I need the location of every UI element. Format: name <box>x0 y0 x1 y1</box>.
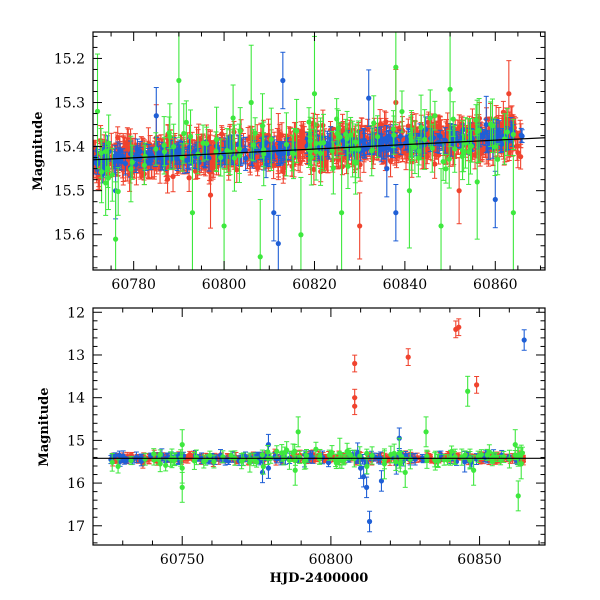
data-point <box>270 145 276 151</box>
data-point <box>423 126 429 133</box>
data-point <box>492 144 498 150</box>
data-point <box>418 124 424 131</box>
data-point <box>365 126 371 133</box>
data-point <box>393 210 399 216</box>
data-point <box>366 95 372 101</box>
data-point <box>504 129 510 135</box>
data-point <box>265 132 272 138</box>
data-point <box>186 175 192 181</box>
data-point <box>432 161 438 167</box>
data-point <box>207 192 214 198</box>
data-point <box>213 136 220 142</box>
data-point <box>398 143 404 149</box>
data-point <box>456 188 462 194</box>
data-point <box>329 148 335 154</box>
data-point <box>424 153 430 160</box>
data-point <box>518 154 524 160</box>
data-point <box>328 136 334 143</box>
data-point <box>361 146 368 152</box>
data-point <box>93 159 96 166</box>
data-point <box>450 116 456 122</box>
data-point <box>170 173 176 180</box>
data-point <box>357 223 363 229</box>
plot-area <box>93 32 545 270</box>
data-point <box>510 131 516 138</box>
data-point <box>115 188 121 195</box>
data-point <box>472 152 478 158</box>
data-point <box>367 141 373 147</box>
data-point <box>275 240 281 247</box>
data-point <box>397 133 403 139</box>
data-point <box>384 166 390 172</box>
data-point <box>360 139 366 145</box>
data-point <box>294 128 300 134</box>
data-point <box>100 164 107 171</box>
data-point <box>175 147 182 153</box>
data-point <box>112 153 118 159</box>
data-point <box>271 210 277 216</box>
data-point <box>115 134 121 141</box>
data-point <box>266 151 272 157</box>
data-point <box>399 108 405 115</box>
data-point <box>473 117 479 123</box>
data-point <box>405 123 411 129</box>
data-point <box>166 130 172 136</box>
data-point <box>400 147 406 153</box>
data-point <box>492 196 498 203</box>
data-point <box>355 146 361 152</box>
data-point <box>499 141 505 147</box>
data-point <box>122 160 128 167</box>
data-point <box>477 134 483 140</box>
data-point <box>518 132 524 138</box>
data-point <box>227 149 233 155</box>
data-point <box>254 165 261 171</box>
data-point <box>153 113 159 119</box>
data-point <box>231 155 238 161</box>
data-point <box>268 136 274 142</box>
data-point <box>120 145 127 151</box>
data-point <box>280 77 286 84</box>
data-point <box>320 140 327 146</box>
data-point <box>483 121 489 128</box>
top-y-axis-label: Magnitude <box>31 111 46 190</box>
data-point <box>383 119 389 125</box>
data-point <box>218 154 224 161</box>
data-point <box>263 162 269 168</box>
data-point <box>377 142 383 148</box>
data-point <box>442 137 448 144</box>
data-point <box>506 91 512 97</box>
data-point <box>452 146 458 152</box>
data-point <box>314 123 320 129</box>
data-point <box>396 126 402 133</box>
data-point <box>306 119 312 125</box>
top-panel: Magnitude 60780 60800 60820 60840 6086015.21… <box>31 31 546 293</box>
data-point <box>300 143 306 149</box>
